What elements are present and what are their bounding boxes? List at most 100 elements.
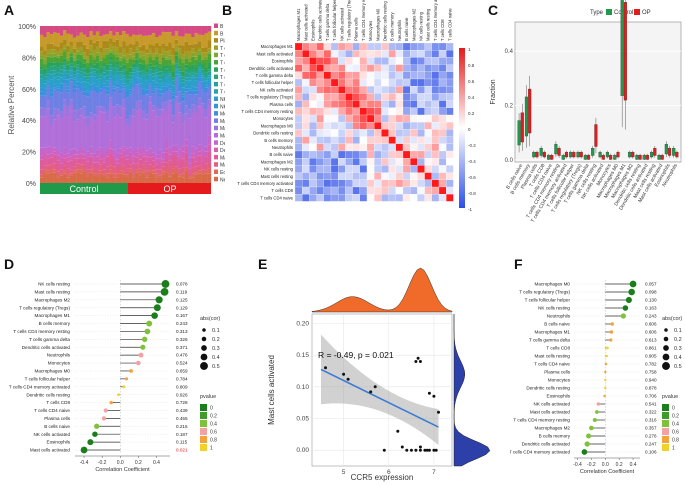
bar-segment	[168, 71, 172, 74]
lollipop-dot	[629, 280, 637, 288]
p-value-label: 0.316	[645, 418, 657, 423]
bar-segment	[115, 53, 120, 57]
bar-segment	[95, 46, 100, 53]
heatmap-cell	[388, 42, 396, 51]
bar-segment	[161, 89, 166, 94]
bar-segment	[82, 168, 87, 172]
bar-segment	[171, 173, 176, 183]
heatmap-cell	[338, 186, 346, 195]
correlation-annotation: R = -0.49, p = 0.021	[318, 350, 394, 360]
heatmap-cell	[302, 122, 310, 130]
bar-segment	[112, 173, 116, 178]
legend-swatch	[214, 23, 218, 28]
bar-segment	[49, 88, 54, 93]
bar-segment	[92, 83, 97, 87]
bar-segment	[174, 170, 179, 173]
heatmap-cell	[431, 71, 440, 80]
heatmap-cell	[410, 136, 418, 144]
bar-segment	[141, 44, 146, 52]
bar-segment	[148, 148, 153, 154]
bar-segment	[115, 152, 120, 160]
p-value-label: 0.455	[176, 416, 188, 421]
bar-segment	[207, 69, 212, 72]
heatmap-cell	[345, 42, 353, 51]
panel-b-label: B	[222, 2, 233, 18]
bar-segment	[151, 160, 156, 167]
p-value-label: 0.247	[645, 442, 657, 447]
bar-segment	[151, 59, 156, 67]
heatmap-cell	[410, 100, 418, 108]
bar-segment	[89, 84, 93, 89]
bar-segment	[128, 48, 133, 55]
heatmap-cell	[323, 186, 332, 195]
bar-segment	[151, 53, 156, 57]
bar-segment	[135, 77, 139, 81]
heatmap-cell	[359, 186, 368, 195]
bar-segment	[53, 77, 57, 85]
bar-segment	[109, 75, 113, 79]
bar-segment	[89, 50, 93, 55]
bar-segment	[148, 102, 153, 149]
heatmap-cell	[381, 42, 389, 51]
bar-segment	[184, 170, 189, 183]
heatmap-cell	[381, 158, 389, 166]
bar-segment	[69, 50, 74, 54]
lollipop-dot	[609, 330, 614, 334]
bar-segment	[151, 90, 156, 94]
bar-segment	[63, 154, 67, 159]
heatmap-cell	[316, 50, 324, 58]
bar-segment	[181, 79, 185, 83]
heatmap-cell	[374, 107, 382, 116]
bar-segment	[99, 81, 103, 85]
bar-segment	[99, 88, 103, 93]
bar-segment	[194, 51, 199, 57]
bar-segment	[122, 48, 126, 56]
heatmap-cell	[374, 158, 382, 166]
bar-segment	[72, 74, 77, 78]
bar-segment	[109, 148, 113, 154]
bar-segment	[138, 147, 143, 155]
bar-segment	[56, 26, 60, 34]
bar-segment	[63, 39, 67, 45]
bar-segment	[184, 91, 189, 106]
bar-segment	[92, 50, 97, 57]
heatmap-cell	[431, 93, 440, 101]
heatmap-cell	[402, 57, 411, 65]
bar-segment	[194, 43, 199, 52]
bar-segment	[135, 157, 139, 164]
lollipop-dot	[596, 402, 601, 406]
data-point	[418, 448, 422, 452]
heatmap-cell	[417, 158, 425, 166]
bar-segment	[122, 64, 126, 70]
bar-segment	[82, 52, 87, 57]
bar-segment	[102, 86, 106, 90]
bar-segment	[109, 102, 113, 141]
heatmap-cell	[302, 64, 310, 72]
bar-segment	[168, 50, 172, 56]
bar-segment	[99, 36, 103, 48]
heatmap-cell	[374, 78, 382, 87]
heatmap-cell	[338, 93, 346, 101]
heatmap-cell	[446, 42, 454, 51]
bar-segment	[115, 56, 120, 62]
bar-segment	[171, 168, 176, 174]
bar-segment	[158, 178, 162, 183]
heatmap-cell	[309, 64, 317, 72]
bar-segment	[89, 91, 93, 113]
op-box	[542, 151, 546, 158]
heatmap-cell	[338, 150, 346, 159]
lollipop-dot	[146, 320, 153, 327]
heatmap-cell	[366, 86, 375, 94]
bar-segment	[138, 159, 143, 169]
bar-segment	[66, 174, 70, 178]
bar-segment	[99, 106, 103, 112]
bar-segment	[89, 31, 93, 40]
bar-segment	[191, 44, 195, 49]
bar-segment	[171, 145, 176, 152]
heatmap-cell	[352, 165, 360, 173]
bar-segment	[69, 78, 74, 82]
bar-segment	[43, 147, 47, 153]
bar-segment	[151, 66, 156, 70]
x-tick-label: 0.2	[616, 462, 623, 468]
size-legend-dot	[663, 345, 669, 351]
